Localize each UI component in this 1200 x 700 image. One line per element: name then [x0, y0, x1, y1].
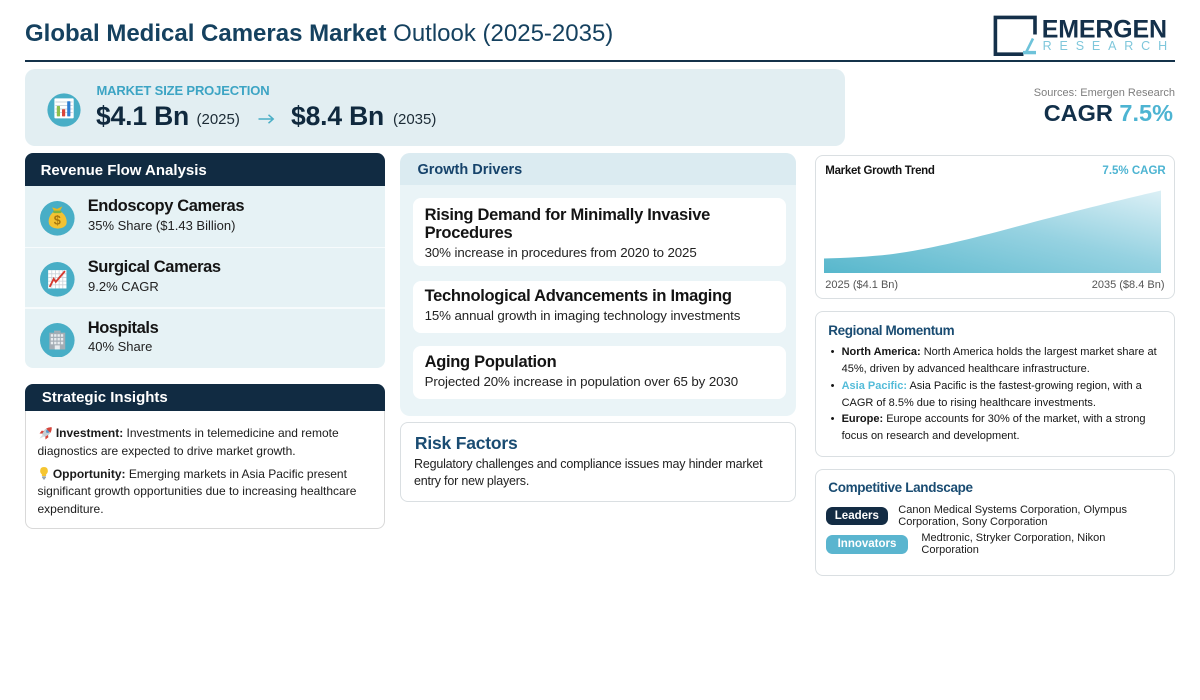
svg-text:$: $	[54, 213, 61, 228]
svg-text:EMERGEN: EMERGEN	[1042, 16, 1167, 44]
